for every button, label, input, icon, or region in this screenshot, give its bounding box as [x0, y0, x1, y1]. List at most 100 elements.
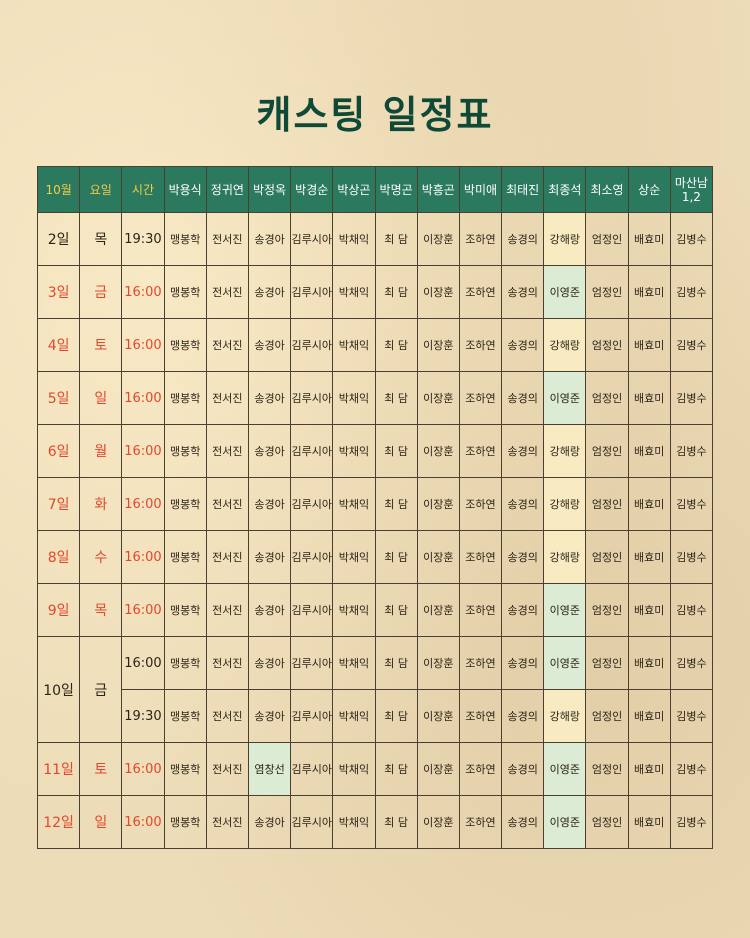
cast-cell: 강해랑: [543, 424, 587, 478]
cast-cell: 전서진: [205, 318, 249, 372]
cast-cell: 박채익: [332, 795, 376, 849]
cast-cell: 송경의: [501, 371, 545, 425]
cast-cell: 배효미: [627, 636, 671, 690]
cast-cell: 최 담: [374, 636, 418, 690]
cast-cell: 강해랑: [543, 212, 587, 266]
cast-cell: 배효미: [627, 795, 671, 849]
cast-cell: 최 담: [374, 371, 418, 425]
cast-cell: 최 담: [374, 742, 418, 796]
cast-cell: 전서진: [205, 795, 249, 849]
cast-cell: 전서진: [205, 636, 249, 690]
time-cell: 16:00: [121, 424, 165, 478]
table-row: 10일 금 16:00 맹봉학 전서진 송경아 김루시아 박채익 최 담 이장훈 조하연 송경의 이영준…: [36, 636, 714, 743]
cast-cell: 조하연: [458, 636, 503, 690]
cast-cell: 엄정인: [585, 636, 629, 690]
cast-cell: 이장훈: [416, 424, 460, 478]
cast-cell: 조하연: [458, 583, 503, 637]
weekday-cell: 월: [79, 424, 123, 478]
cast-cell: 김병수: [669, 530, 714, 584]
cast-cell: 이영준: [543, 742, 587, 796]
cast-cell: 최 담: [374, 265, 418, 319]
cast-cell: 조하연: [458, 212, 503, 266]
table-row: 4일 토 16:00 맹봉학 전서진 송경아 김루시아 박채익 최 담 이장훈 조하연 송경의 강해랑 엄…: [36, 318, 714, 372]
cast-cell: 이장훈: [416, 689, 460, 743]
cast-cell: 송경의: [501, 424, 545, 478]
cast-cell: 김병수: [669, 371, 714, 425]
cast-cell: 이장훈: [416, 636, 460, 690]
cast-cell: 최 담: [374, 689, 418, 743]
weekday-cell: 화: [79, 477, 123, 531]
cast-cell: 김루시아: [290, 424, 334, 478]
cast-cell: 박채익: [332, 424, 376, 478]
column-header: 상순: [627, 166, 671, 213]
cast-cell: 송경아: [247, 212, 292, 266]
cast-cell: 맹봉학: [163, 424, 207, 478]
cast-cell: 김병수: [669, 583, 714, 637]
cast-cell: 김루시아: [290, 795, 334, 849]
time-cell: 16:00: [121, 265, 165, 319]
column-header: 최태진: [501, 166, 545, 213]
cast-cell: 전서진: [205, 212, 249, 266]
column-header: 박정옥: [247, 166, 292, 213]
time-cell: 16:00: [121, 636, 165, 690]
cast-cell: 엄정인: [585, 689, 629, 743]
column-header: 박흥곤: [416, 166, 460, 213]
cast-cell: 맹봉학: [163, 477, 207, 531]
cast-cell: 전서진: [205, 742, 249, 796]
cast-cell: 배효미: [627, 318, 671, 372]
cast-cell: 이영준: [543, 265, 587, 319]
cast-cell: 최 담: [374, 795, 418, 849]
cast-cell: 맹봉학: [163, 636, 207, 690]
table-row: 3일 금 16:00 맹봉학 전서진 송경아 김루시아 박채익 최 담 이장훈 조하연 송경의 이영준 엄…: [36, 265, 714, 319]
cast-cell: 배효미: [627, 583, 671, 637]
cast-cell: 전서진: [205, 477, 249, 531]
cast-cell: 엄정인: [585, 583, 629, 637]
cast-cell: 이장훈: [416, 530, 460, 584]
cast-cell: 박채익: [332, 583, 376, 637]
cast-cell: 박채익: [332, 530, 376, 584]
cast-cell: 송경의: [501, 318, 545, 372]
cast-cell: 맹봉학: [163, 530, 207, 584]
cast-cell: 김루시아: [290, 265, 334, 319]
cast-cell: 박채익: [332, 212, 376, 266]
cast-cell: 김루시아: [290, 636, 334, 690]
column-header: 시간: [121, 166, 165, 213]
cast-cell: 김루시아: [290, 477, 334, 531]
cast-cell: 김병수: [669, 212, 714, 266]
cast-cell: 조하연: [458, 318, 503, 372]
cast-cell: 이장훈: [416, 477, 460, 531]
cast-cell: 송경의: [501, 689, 545, 743]
column-header: 박용식: [163, 166, 207, 213]
cast-cell: 김병수: [669, 265, 714, 319]
cast-cell: 김병수: [669, 795, 714, 849]
date-cell: 8일: [36, 530, 81, 584]
casting-schedule-table: 10월 요일 시간 박용식 정귀연 박정옥 박경순 박상곤 박명곤 박흥곤 박미애 최태진 최종석 최소영…: [36, 166, 714, 849]
cast-cell: 강해랑: [543, 477, 587, 531]
cast-cell: 전서진: [205, 583, 249, 637]
cast-cell: 김병수: [669, 636, 714, 690]
date-cell: 10일: [36, 636, 81, 743]
date-cell: 12일: [36, 795, 81, 849]
weekday-cell: 금: [79, 265, 123, 319]
cast-cell: 박채익: [332, 742, 376, 796]
cast-cell: 김루시아: [290, 530, 334, 584]
table-row: 6일 월 16:00 맹봉학 전서진 송경아 김루시아 박채익 최 담 이장훈 조하연 송경의 강해랑 엄…: [36, 424, 714, 478]
cast-cell: 염창선: [247, 742, 292, 796]
cast-cell: 최 담: [374, 318, 418, 372]
table-row: 5일 일 16:00 맹봉학 전서진 송경아 김루시아 박채익 최 담 이장훈 조하연 송경의 이영준 엄…: [36, 371, 714, 425]
table-row: 7일 화 16:00 맹봉학 전서진 송경아 김루시아 박채익 최 담 이장훈 조하연 송경의 강해랑 엄…: [36, 477, 714, 531]
cast-cell: 이장훈: [416, 742, 460, 796]
cast-cell: 최 담: [374, 424, 418, 478]
cast-cell: 이영준: [543, 371, 587, 425]
cast-cell: 이영준: [543, 795, 587, 849]
cast-cell: 엄정인: [585, 265, 629, 319]
cast-cell: 송경아: [247, 371, 292, 425]
cast-cell: 조하연: [458, 424, 503, 478]
cast-cell: 엄정인: [585, 477, 629, 531]
cast-cell: 배효미: [627, 212, 671, 266]
cast-cell: 송경아: [247, 795, 292, 849]
column-header: 정귀연: [205, 166, 249, 213]
cast-cell: 최 담: [374, 530, 418, 584]
cast-cell: 이장훈: [416, 583, 460, 637]
cast-cell: 박채익: [332, 318, 376, 372]
